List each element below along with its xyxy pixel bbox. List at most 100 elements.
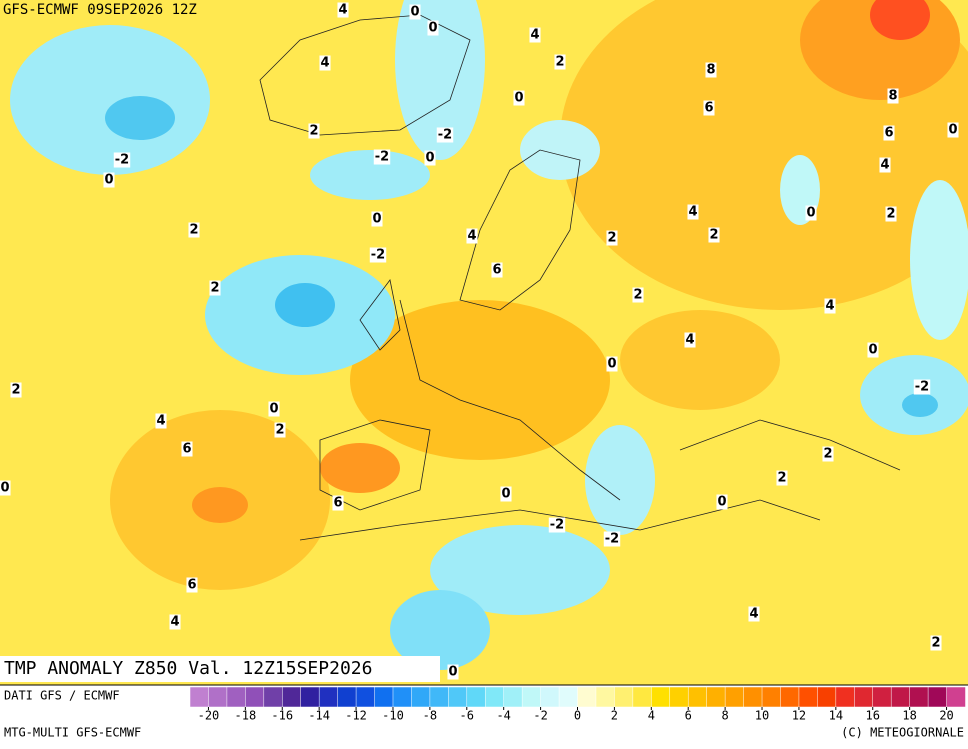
contour-label: 6 (182, 442, 191, 457)
contour-label-bg (529, 27, 541, 43)
legend-swatch (466, 686, 486, 708)
legend-tick-label: -12 (345, 709, 367, 723)
contour-label-bg (716, 494, 728, 510)
contour-label-bg (209, 280, 221, 296)
legend-swatch (595, 686, 616, 708)
contour-label: 0 (514, 91, 523, 106)
legend-swatch (706, 686, 726, 708)
legend-tick-label: 0 (574, 709, 581, 723)
legend-swatch (448, 686, 468, 708)
warm-area (620, 310, 780, 410)
legend-swatch (632, 686, 653, 708)
contour-label-bg (268, 401, 280, 417)
map-header: GFS-ECMWF 09SEP2026 12Z (3, 2, 197, 18)
contour-label: 0 (425, 151, 434, 166)
warm-area (192, 487, 248, 523)
contour-label: 4 (530, 28, 539, 43)
contour-label: 2 (275, 423, 284, 438)
legend-swatch (890, 686, 911, 708)
legend-tick-label: 6 (685, 709, 692, 723)
contour-label-bg (373, 149, 391, 165)
cool-area (395, 0, 485, 160)
contour-label: 2 (886, 207, 895, 222)
contour-label: 2 (210, 281, 219, 296)
legend: -20 -18 -16 -14 -12 -10 -8 -6 -4 -2 0 2 4 6 8 10 12 14 16 1… (189, 686, 966, 723)
legend-tick-label: 2 (611, 709, 618, 723)
contour-label: 8 (888, 89, 897, 104)
cool-area (520, 120, 600, 180)
coastline (299, 499, 821, 541)
contour-label: 0 (428, 21, 437, 36)
contour-label-bg (708, 227, 720, 243)
contour-label-bg (332, 495, 344, 511)
legend-tick-label: -20 (198, 709, 220, 723)
contour-label-bg (409, 4, 421, 20)
legend-tick-label: -8 (423, 709, 437, 723)
coastline (319, 419, 431, 511)
contour-label: 2 (633, 288, 642, 303)
contour-label: 2 (823, 447, 832, 462)
contour-label-bg (0, 480, 11, 496)
legend-swatch (263, 686, 284, 708)
contour-label-bg (705, 62, 717, 78)
legend-swatch (355, 686, 376, 708)
contour-label: 0 (372, 212, 381, 227)
contour-label: 6 (704, 101, 713, 116)
contour-label: -2 (115, 153, 129, 168)
source-text: DATI GFS / ECMWF (4, 689, 120, 703)
contour-label-bg (548, 517, 566, 533)
legend-swatch (651, 686, 671, 708)
contour-label: -2 (915, 380, 929, 395)
contour-label-bg (632, 287, 644, 303)
legend-swatch (521, 686, 542, 708)
contour-label-bg (466, 228, 478, 244)
legend-tick-label: -4 (496, 709, 510, 723)
contour-label: 0 (0, 481, 9, 496)
legend-tick-label: 12 (792, 709, 806, 723)
contour-label: 4 (320, 56, 329, 71)
legend-tick-label: 10 (755, 709, 769, 723)
legend-swatch (743, 686, 763, 708)
legend-tick-label: -6 (460, 709, 474, 723)
legend-swatch (392, 686, 413, 708)
legend-swatch (724, 686, 745, 708)
legend-tick-label: 16 (866, 709, 880, 723)
contour-label-bg (824, 298, 836, 314)
contour-label: 4 (688, 205, 697, 220)
legend-swatch (208, 686, 228, 708)
contour-label-bg (603, 531, 621, 547)
contour-label: 4 (749, 607, 758, 622)
warm-area (320, 443, 400, 493)
anomaly-field (10, 0, 968, 670)
legend-swatch (189, 686, 210, 708)
legend-swatch (411, 686, 431, 708)
contour-label: 4 (825, 299, 834, 314)
contour-label: 8 (706, 63, 715, 78)
legend-swatch (817, 686, 837, 708)
contour-label: 0 (948, 123, 957, 138)
contour-label: 4 (467, 229, 476, 244)
copyright-text: (C) METEOGIORNALE (841, 726, 964, 740)
cool-area (10, 25, 210, 175)
contour-label-bg (319, 55, 331, 71)
legend-tick-label: 18 (902, 709, 916, 723)
contour-label-bg (424, 150, 436, 166)
contour-label-bg (491, 262, 503, 278)
contour-label-bg (684, 332, 696, 348)
contour-label: 0 (806, 206, 815, 221)
contour-label-bg (885, 206, 897, 222)
contour-label-bg (554, 54, 566, 70)
contour-label: -2 (371, 248, 385, 263)
contour-label-bg (188, 222, 200, 238)
contour-label: 2 (189, 223, 198, 238)
contour-label: 0 (868, 343, 877, 358)
legend-swatch (484, 686, 505, 708)
contour-label-bg (436, 127, 454, 143)
contour-label-bg (687, 204, 699, 220)
contour-label-bg (500, 486, 512, 502)
legend-swatch (429, 686, 450, 708)
legend-swatch (835, 686, 856, 708)
coastline (259, 14, 471, 136)
contour-label-bg (155, 413, 167, 429)
